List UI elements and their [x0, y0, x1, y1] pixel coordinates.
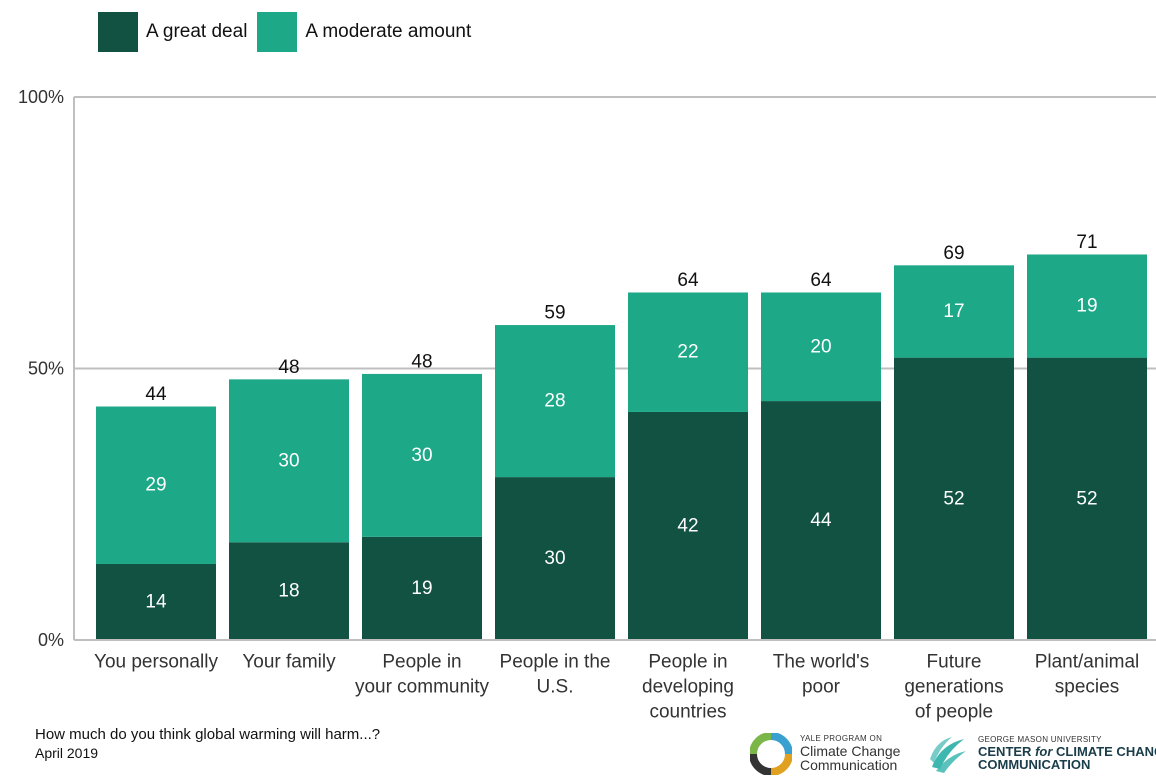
bar-total-label: 48: [411, 351, 432, 372]
x-category-label: U.S.: [537, 677, 574, 698]
bar-value-label: 19: [411, 578, 432, 599]
gmu-logo: GEORGE MASON UNIVERSITY CENTER for CLIMA…: [926, 733, 1156, 775]
legend-label-great-deal: A great deal: [146, 21, 248, 42]
bar-segment-moderate-amount: [761, 292, 881, 402]
bar-total-label: 71: [1076, 232, 1097, 253]
bar-total-label: 44: [145, 384, 167, 405]
legend-item-great-deal: A great deal: [98, 12, 247, 52]
bar-value-label: 20: [810, 336, 831, 357]
y-tick-label: 0%: [38, 630, 64, 650]
bar-segment-great-deal: [362, 536, 482, 640]
x-category-label: of people: [915, 702, 993, 723]
x-category-label: species: [1055, 677, 1119, 698]
bar-segment-great-deal: [761, 401, 881, 640]
bar-segment-great-deal: [495, 477, 615, 640]
x-category-label: People in: [648, 652, 727, 673]
bar-segment-moderate-amount: [362, 373, 482, 537]
bar-total-label: 64: [677, 270, 699, 291]
gmu-logo-line1-c: CLIMATE CHANG: [1052, 743, 1156, 759]
x-category-label: countries: [649, 702, 726, 723]
bar-value-label: 52: [943, 488, 964, 509]
yale-logo-line1: Climate Change: [800, 742, 901, 759]
bar-segment-great-deal: [628, 411, 748, 640]
bar-segment-moderate-amount: [1027, 254, 1147, 358]
legend-swatch-great-deal: [98, 12, 138, 52]
yale-ring-icon: [750, 733, 792, 775]
chart-question: How much do you think global warming wil…: [35, 726, 381, 743]
legend: A great deal A moderate amount: [98, 12, 481, 52]
chart-date: April 2019: [35, 745, 99, 761]
x-category-label: Plant/animal: [1035, 652, 1140, 673]
legend-item-moderate-amount: A moderate amount: [257, 12, 471, 52]
x-category-label: You personally: [94, 652, 218, 673]
bar-total-label: 69: [943, 243, 964, 264]
bar-segment-great-deal: [1027, 357, 1147, 640]
bar-segment-great-deal: [229, 542, 349, 640]
yale-logo-top: YALE PROGRAM ON: [800, 734, 883, 744]
x-category-label: Future: [927, 652, 982, 673]
bar-segment-moderate-amount: [96, 406, 216, 564]
gmu-logo-text: GEORGE MASON UNIVERSITY CENTER for CLIMA…: [978, 736, 1156, 772]
gmu-logo-line1-a: CENTER: [978, 743, 1036, 759]
gmu-logo-line1-b: for: [1035, 743, 1053, 759]
bar-value-label: 22: [677, 342, 698, 363]
x-category-label: Your family: [242, 652, 336, 673]
bar-value-label: 30: [278, 450, 299, 471]
legend-label-moderate-amount: A moderate amount: [305, 21, 472, 42]
bar-segment-moderate-amount: [894, 265, 1014, 358]
bar-value-label: 28: [544, 391, 565, 412]
x-category-label: your community: [355, 677, 490, 698]
x-category-label: People in the: [500, 652, 611, 673]
bar-segment-moderate-amount: [229, 379, 349, 543]
y-tick-label: 50%: [28, 359, 64, 379]
bar-total-label: 59: [544, 303, 565, 324]
bar-total-label: 48: [278, 357, 299, 378]
bar-segment-moderate-amount: [495, 325, 615, 478]
bar-total-label: 64: [810, 270, 832, 291]
bar-segment-great-deal: [894, 357, 1014, 640]
x-category-label: People in: [382, 652, 461, 673]
yale-logo-text: YALE PROGRAM ON Climate Change Communica…: [800, 734, 901, 774]
bar-value-label: 42: [677, 515, 698, 536]
legend-swatch-moderate-amount: [257, 12, 298, 52]
bar-value-label: 30: [544, 548, 565, 569]
x-category-label: developing: [642, 677, 734, 698]
bar-segment-great-deal: [96, 563, 216, 640]
bar-value-label: 17: [943, 301, 964, 322]
gmu-burst-icon: [930, 737, 966, 773]
bar-value-label: 30: [411, 445, 432, 466]
x-category-label: The world's: [773, 652, 870, 673]
bar-value-label: 52: [1076, 488, 1097, 509]
x-category-label: generations: [904, 677, 1003, 698]
bar-value-label: 18: [278, 581, 299, 602]
x-category-label: poor: [802, 677, 841, 698]
bar-value-label: 44: [810, 510, 832, 531]
gmu-logo-line1: CENTER for CLIMATE CHANG: [978, 743, 1156, 759]
yale-logo: YALE PROGRAM ON Climate Change Communica…: [750, 733, 900, 775]
yale-logo-line2: Communication: [800, 757, 898, 774]
gmu-logo-top: GEORGE MASON UNIVERSITY: [978, 736, 1102, 745]
bar-value-label: 19: [1076, 296, 1097, 317]
bar-segment-moderate-amount: [628, 292, 748, 412]
gmu-logo-line2: COMMUNICATION: [978, 757, 1091, 772]
y-tick-label: 100%: [18, 87, 64, 107]
bar-value-label: 29: [145, 475, 166, 496]
bar-value-label: 14: [145, 591, 167, 612]
